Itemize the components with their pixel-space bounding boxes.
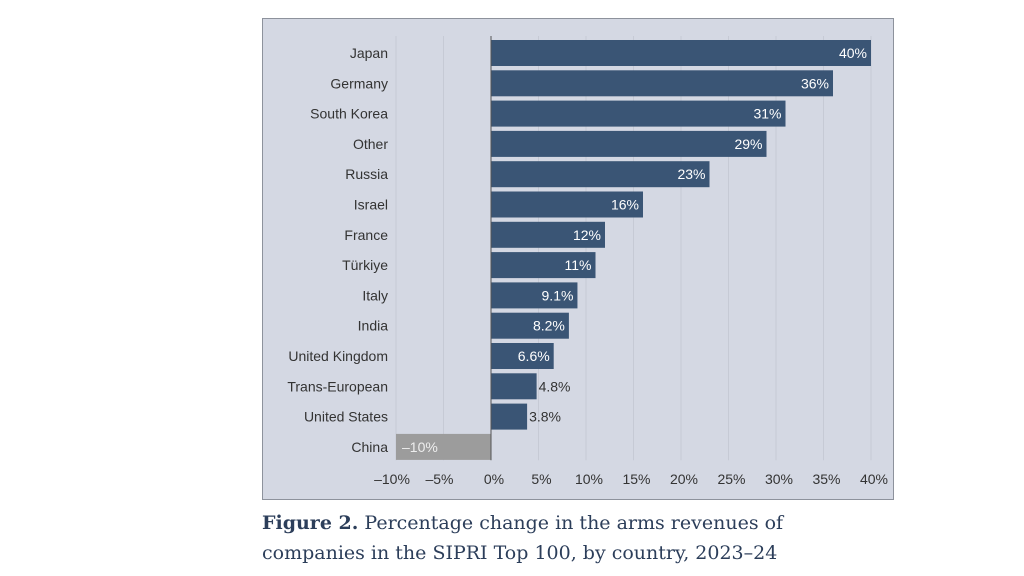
category-label: United States: [304, 409, 388, 425]
data-label: 40%: [839, 45, 867, 61]
category-label: Italy: [362, 287, 388, 303]
data-label: –10%: [402, 439, 438, 455]
data-label: 4.8%: [539, 378, 571, 394]
figure-caption: Figure 2. Percentage change in the arms …: [262, 508, 962, 568]
x-tick-label: –10%: [374, 471, 410, 487]
category-label: France: [344, 227, 388, 243]
bar: [396, 433, 491, 460]
category-label: Russia: [345, 166, 388, 182]
bar: [491, 403, 528, 430]
caption-label: Figure 2.: [262, 512, 359, 534]
data-label: 11%: [565, 257, 592, 273]
category-label: China: [351, 439, 388, 455]
bar: [491, 130, 767, 157]
x-tick-label: 15%: [622, 471, 650, 487]
data-label: 9.1%: [542, 287, 574, 303]
bar: [491, 252, 596, 279]
bar: [491, 191, 643, 218]
bar: [491, 70, 833, 97]
bar: [491, 100, 786, 127]
bar: [491, 40, 871, 66]
category-label: Israel: [354, 197, 388, 213]
data-label: 23%: [677, 166, 705, 182]
bar: [491, 221, 605, 248]
bar: [491, 373, 537, 400]
category-label: Trans-European: [287, 378, 388, 394]
data-label: 16%: [611, 197, 639, 213]
x-tick-label: 0%: [484, 471, 504, 487]
category-label: Türkiye: [342, 257, 388, 273]
category-label: Germany: [330, 75, 388, 91]
bar: [491, 161, 710, 188]
data-label: 6.6%: [518, 348, 550, 364]
category-label: Other: [353, 136, 388, 152]
x-tick-label: 35%: [812, 471, 840, 487]
x-tick-label: –5%: [425, 471, 453, 487]
data-label: 29%: [734, 136, 762, 152]
category-label: United Kingdom: [288, 348, 388, 364]
x-tick-label: 10%: [575, 471, 603, 487]
bar: [491, 312, 569, 339]
category-label: Japan: [350, 45, 388, 61]
x-tick-label: 25%: [717, 471, 745, 487]
x-tick-label: 30%: [765, 471, 793, 487]
data-label: 12%: [573, 227, 601, 243]
data-label: 8.2%: [533, 318, 565, 334]
caption-text: Percentage change in the arms revenues o…: [364, 512, 784, 534]
x-tick-label: 40%: [860, 471, 888, 487]
data-label: 31%: [753, 106, 781, 122]
data-label: 36%: [801, 75, 829, 91]
data-label: 3.8%: [529, 409, 561, 425]
x-tick-label: 20%: [670, 471, 698, 487]
category-label: India: [358, 318, 389, 334]
bar: [491, 282, 578, 309]
x-tick-label: 5%: [531, 471, 551, 487]
category-label: South Korea: [310, 106, 388, 122]
caption-text-2: companies in the SIPRI Top 100, by count…: [262, 542, 778, 564]
bar: [491, 343, 554, 369]
